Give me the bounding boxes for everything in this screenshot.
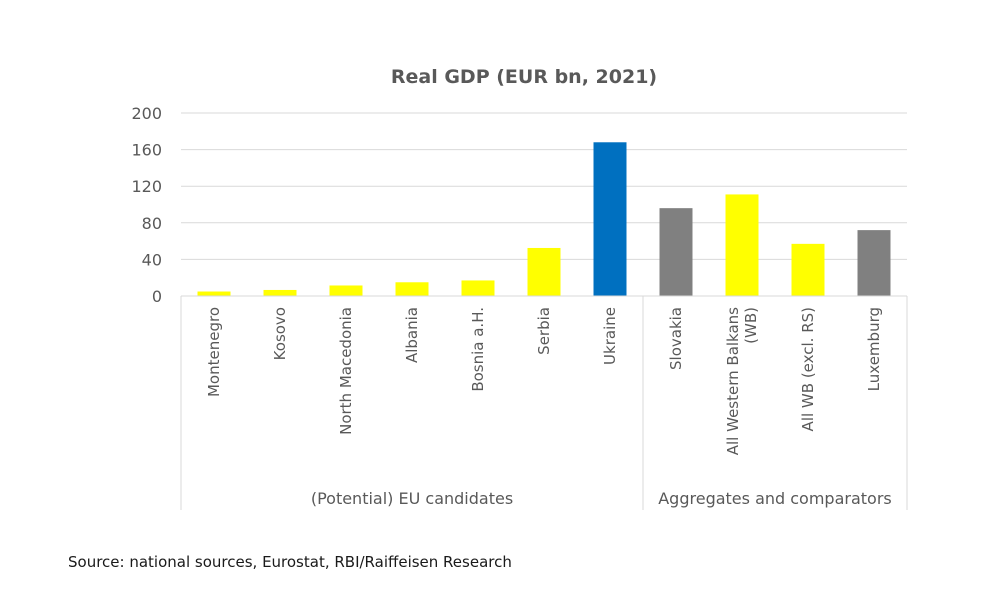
bar [593, 142, 627, 296]
bars [197, 142, 891, 296]
category-label: Slovakia [667, 307, 685, 370]
bar [263, 289, 297, 296]
gridlines [181, 112, 907, 260]
y-axis-ticks: 0 40 80 120 160 200 [131, 104, 162, 306]
category-label: Bosnia a.H. [469, 307, 487, 392]
source-note: Source: national sources, Eurostat, RBI/… [68, 553, 512, 571]
group-labels: (Potential) EU candidates Aggregates and … [311, 489, 892, 508]
y-tick-label: 0 [152, 287, 162, 306]
category-label: Ukraine [601, 307, 619, 365]
bar [329, 285, 363, 296]
bar [197, 291, 231, 296]
group-label: (Potential) EU candidates [311, 489, 513, 508]
category-label: Kosovo [271, 307, 289, 360]
bar [461, 280, 495, 296]
category-label: All Western Balkans [724, 307, 742, 455]
bar [527, 247, 561, 296]
category-label: (WB) [742, 307, 760, 344]
category-label: Serbia [535, 307, 553, 355]
bar [659, 208, 693, 296]
y-tick-label: 160 [131, 141, 162, 160]
y-tick-label: 200 [131, 104, 162, 123]
y-tick-label: 80 [142, 214, 162, 233]
y-tick-label: 40 [142, 250, 162, 269]
group-label: Aggregates and comparators [658, 489, 892, 508]
category-label: All WB (excl. RS) [799, 307, 817, 431]
bar [395, 282, 429, 296]
bar [725, 194, 759, 296]
category-label: Luxemburg [865, 307, 883, 391]
category-label: North Macedonia [337, 307, 355, 435]
chart-title: Real GDP (EUR bn, 2021) [391, 66, 657, 88]
category-labels: Montenegro Kosovo North Macedonia Albania Bo… [205, 307, 883, 455]
category-label: Montenegro [205, 307, 223, 397]
category-label: Albania [403, 307, 421, 363]
y-tick-label: 120 [131, 177, 162, 196]
bar [857, 230, 891, 296]
bar [791, 243, 825, 296]
axes [180, 295, 908, 510]
